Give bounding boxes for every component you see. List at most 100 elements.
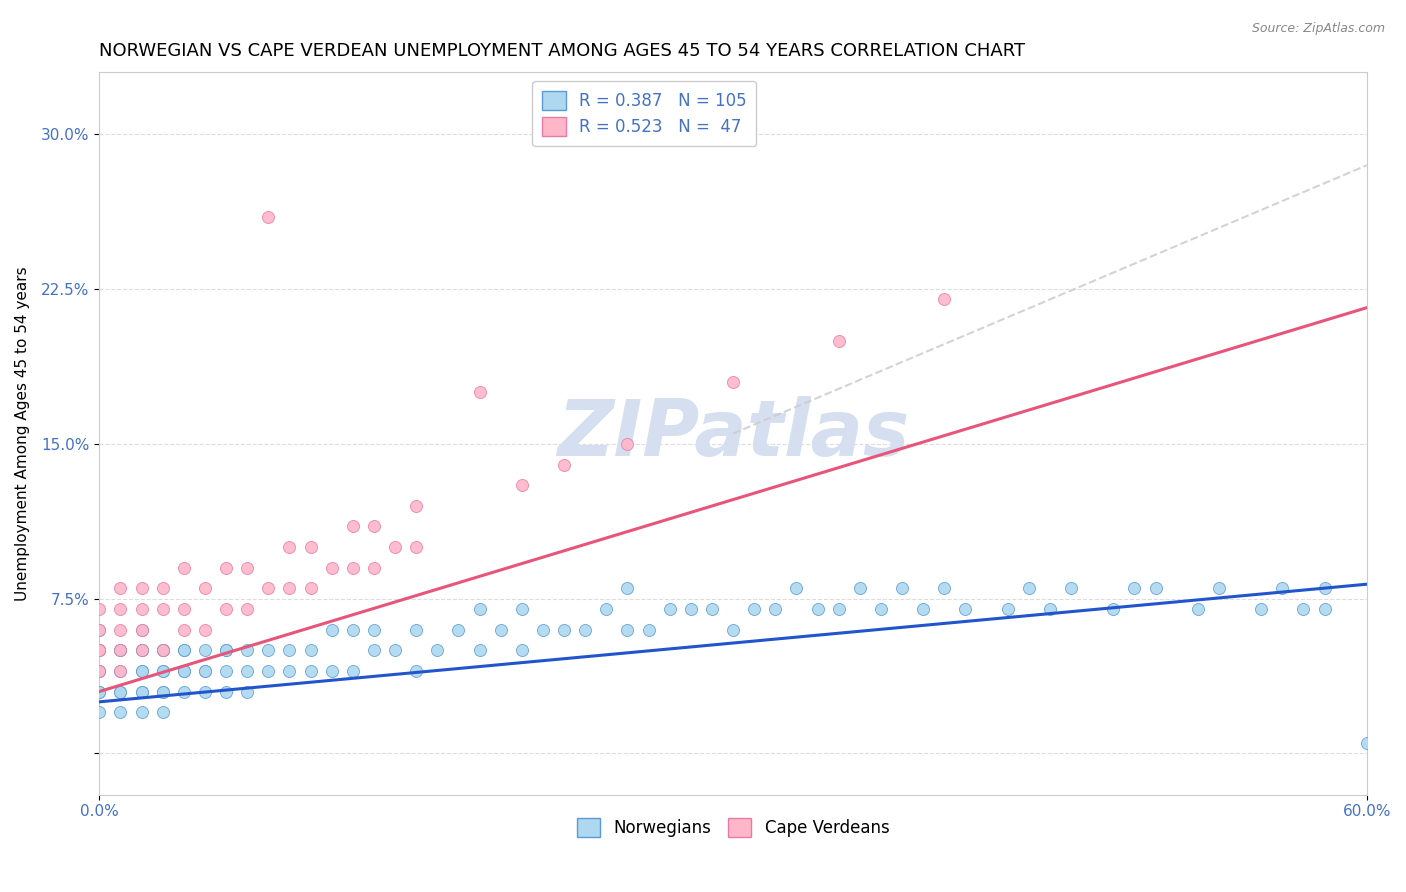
Point	[384, 540, 406, 554]
Point	[131, 705, 153, 719]
Point	[215, 684, 238, 698]
Point	[721, 623, 744, 637]
Point	[131, 602, 153, 616]
Point	[1060, 582, 1083, 596]
Point	[131, 684, 153, 698]
Point	[89, 643, 111, 657]
Point	[1018, 582, 1040, 596]
Point	[531, 623, 554, 637]
Point	[405, 540, 427, 554]
Point	[89, 602, 111, 616]
Point	[89, 623, 111, 637]
Point	[1355, 736, 1378, 750]
Point	[299, 540, 322, 554]
Point	[785, 582, 807, 596]
Point	[131, 684, 153, 698]
Point	[173, 664, 195, 678]
Point	[89, 643, 111, 657]
Point	[236, 560, 259, 574]
Point	[131, 623, 153, 637]
Point	[131, 582, 153, 596]
Point	[510, 478, 533, 492]
Point	[1187, 602, 1209, 616]
Point	[152, 684, 174, 698]
Point	[468, 385, 491, 400]
Point	[110, 664, 132, 678]
Point	[131, 623, 153, 637]
Point	[152, 664, 174, 678]
Point	[89, 664, 111, 678]
Point	[89, 664, 111, 678]
Point	[934, 293, 956, 307]
Point	[110, 705, 132, 719]
Point	[468, 602, 491, 616]
Point	[321, 560, 343, 574]
Point	[1039, 602, 1062, 616]
Point	[89, 643, 111, 657]
Point	[1313, 602, 1336, 616]
Point	[236, 684, 259, 698]
Point	[721, 375, 744, 389]
Point	[173, 623, 195, 637]
Y-axis label: Unemployment Among Ages 45 to 54 years: Unemployment Among Ages 45 to 54 years	[15, 266, 30, 601]
Point	[637, 623, 659, 637]
Point	[426, 643, 449, 657]
Point	[384, 643, 406, 657]
Point	[405, 499, 427, 513]
Point	[616, 582, 638, 596]
Point	[152, 705, 174, 719]
Point	[194, 623, 217, 637]
Point	[89, 705, 111, 719]
Point	[321, 623, 343, 637]
Point	[955, 602, 977, 616]
Point	[1271, 582, 1294, 596]
Point	[658, 602, 681, 616]
Point	[1208, 582, 1230, 596]
Point	[299, 664, 322, 678]
Point	[194, 684, 217, 698]
Point	[131, 643, 153, 657]
Point	[257, 664, 280, 678]
Point	[110, 684, 132, 698]
Point	[152, 643, 174, 657]
Point	[742, 602, 765, 616]
Point	[110, 664, 132, 678]
Point	[553, 623, 575, 637]
Point	[679, 602, 702, 616]
Point	[236, 602, 259, 616]
Point	[89, 643, 111, 657]
Point	[363, 623, 385, 637]
Point	[912, 602, 935, 616]
Point	[131, 664, 153, 678]
Point	[152, 643, 174, 657]
Point	[131, 643, 153, 657]
Point	[110, 643, 132, 657]
Point	[173, 664, 195, 678]
Point	[363, 519, 385, 533]
Point	[215, 664, 238, 678]
Point	[194, 643, 217, 657]
Point	[299, 643, 322, 657]
Point	[152, 684, 174, 698]
Point	[700, 602, 723, 616]
Text: ZIPatlas: ZIPatlas	[557, 395, 910, 472]
Point	[152, 582, 174, 596]
Point	[110, 582, 132, 596]
Point	[278, 643, 301, 657]
Point	[891, 582, 914, 596]
Point	[342, 560, 364, 574]
Point	[89, 623, 111, 637]
Point	[215, 560, 238, 574]
Point	[806, 602, 828, 616]
Point	[510, 602, 533, 616]
Point	[595, 602, 617, 616]
Point	[447, 623, 470, 637]
Point	[1102, 602, 1125, 616]
Point	[510, 643, 533, 657]
Point	[342, 664, 364, 678]
Point	[934, 582, 956, 596]
Point	[1313, 582, 1336, 596]
Point	[89, 684, 111, 698]
Point	[827, 334, 849, 348]
Point	[321, 664, 343, 678]
